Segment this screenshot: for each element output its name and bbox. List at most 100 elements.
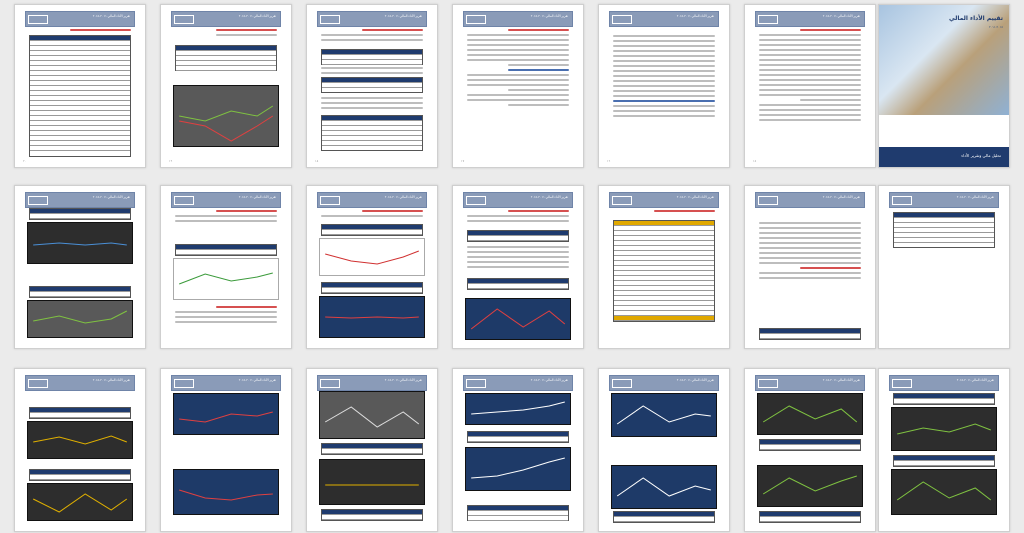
cover-page-thumbnail[interactable]: تقييم الأداء المالي ٢٠١٥-٢٠١١ تحليل مالي…	[878, 4, 1010, 168]
data-table	[321, 282, 423, 294]
document-page-thumbnail[interactable]: تقرير الأداء المالي ٢٠١١-٢٠١٥	[160, 185, 292, 349]
document-page-thumbnail[interactable]: تقرير الأداء المالي ٢٠١١-٢٠١٥	[598, 185, 730, 349]
data-table	[893, 212, 995, 248]
document-page-thumbnail[interactable]: تقرير الأداء المالي ٢٠١١-٢٠١٥	[878, 368, 1010, 532]
page-header: تقرير الأداء المالي ٢٠١١-٢٠١٥	[889, 375, 999, 391]
data-table	[759, 328, 861, 340]
logo-icon	[466, 379, 486, 388]
data-table	[321, 224, 423, 236]
data-table	[29, 35, 131, 157]
document-page-thumbnail[interactable]: تقرير الأداء المالي ٢٠١١-٢٠١٥	[744, 185, 876, 349]
page-header: تقرير الأداء المالي ٢٠١١-٢٠١٥	[25, 11, 135, 27]
page-header: تقرير الأداء المالي ٢٠١١-٢٠١٥	[171, 375, 281, 391]
data-table	[759, 511, 861, 523]
page-header: تقرير الأداء المالي ٢٠١١-٢٠١٥	[755, 375, 865, 391]
logo-icon	[466, 196, 486, 205]
line-chart	[27, 300, 133, 338]
logo-icon	[320, 196, 340, 205]
data-table	[29, 407, 131, 419]
line-chart	[319, 238, 425, 276]
logo-icon	[758, 196, 778, 205]
document-page-thumbnail[interactable]: تقرير الأداء المالي ٢٠١١-٢٠١٥	[878, 185, 1010, 349]
document-page-thumbnail[interactable]: تقرير الأداء المالي ٢٠١١-٢٠١٥	[598, 368, 730, 532]
page-header: تقرير الأداء المالي ٢٠١١-٢٠١٥	[171, 192, 281, 208]
line-chart	[27, 222, 133, 264]
page-header: تقرير الأداء المالي ٢٠١١-٢٠١٥	[609, 11, 719, 27]
document-page-thumbnail[interactable]: تقرير الأداء المالي ٢٠١١-٢٠١٥	[14, 368, 146, 532]
line-chart	[757, 393, 863, 435]
logo-icon	[612, 379, 632, 388]
document-page-thumbnail[interactable]: تقرير الأداء المالي ٢٠١١-٢٠١٥	[306, 185, 438, 349]
page-header: تقرير الأداء المالي ٢٠١١-٢٠١٥	[463, 375, 573, 391]
document-page-thumbnail[interactable]: تقرير الأداء المالي ٢٠١١-٢٠١٥	[306, 368, 438, 532]
line-chart	[611, 393, 717, 437]
page-header: تقرير الأداء المالي ٢٠١١-٢٠١٥	[609, 192, 719, 208]
data-table	[175, 244, 277, 256]
page-header: تقرير الأداء المالي ٢٠١١-٢٠١٥	[171, 11, 281, 27]
data-table	[29, 469, 131, 481]
document-page-thumbnail[interactable]: تقرير الأداء المالي ٢٠١١-٢٠١٥	[452, 368, 584, 532]
page-header: تقرير الأداء المالي ٢٠١١-٢٠١٥	[25, 192, 135, 208]
data-table	[175, 45, 277, 71]
logo-icon	[174, 196, 194, 205]
line-chart	[27, 483, 133, 521]
line-chart	[173, 258, 279, 300]
cover-image	[879, 5, 1009, 115]
document-page-thumbnail[interactable]: تقرير الأداء المالي ٢٠١١-٢٠١٥ ٢٠	[14, 4, 146, 168]
document-page-thumbnail[interactable]: تقرير الأداء المالي ٢٠١١-٢٠١٥ ١٥	[744, 4, 876, 168]
line-chart	[27, 421, 133, 459]
document-page-thumbnail[interactable]: تقرير الأداء المالي ٢٠١١-٢٠١٥ ١٧	[452, 4, 584, 168]
data-table	[467, 278, 569, 290]
document-page-thumbnail[interactable]: تقرير الأداء المالي ٢٠١١-٢٠١٥	[744, 368, 876, 532]
page-header: تقرير الأداء المالي ٢٠١١-٢٠١٥	[889, 192, 999, 208]
data-table	[467, 230, 569, 242]
document-page-thumbnail[interactable]: تقرير الأداء المالي ٢٠١١-٢٠١٥	[452, 185, 584, 349]
data-table	[893, 455, 995, 467]
line-chart	[173, 85, 279, 147]
logo-icon	[892, 379, 912, 388]
logo-icon	[612, 15, 632, 24]
page-header: تقرير الأداء المالي ٢٠١١-٢٠١٥	[755, 192, 865, 208]
data-table	[467, 505, 569, 521]
data-table	[321, 115, 423, 151]
line-chart	[173, 469, 279, 515]
logo-icon	[612, 196, 632, 205]
line-chart	[891, 469, 997, 515]
page-header: تقرير الأداء المالي ٢٠١١-٢٠١٥	[755, 11, 865, 27]
line-chart	[465, 393, 571, 425]
page-header: تقرير الأداء المالي ٢٠١١-٢٠١٥	[463, 11, 573, 27]
logo-icon	[28, 15, 48, 24]
data-table	[467, 431, 569, 443]
data-table	[321, 509, 423, 521]
data-table	[893, 393, 995, 405]
data-table	[29, 208, 131, 220]
document-page-thumbnail[interactable]: تقرير الأداء المالي ٢٠١١-٢٠١٥	[160, 368, 292, 532]
data-table	[321, 77, 423, 93]
page-header: تقرير الأداء المالي ٢٠١١-٢٠١٥	[317, 192, 427, 208]
logo-icon	[466, 15, 486, 24]
logo-icon	[758, 379, 778, 388]
line-chart	[757, 465, 863, 507]
data-table	[759, 439, 861, 451]
data-table	[29, 286, 131, 298]
document-page-thumbnail[interactable]: تقرير الأداء المالي ٢٠١١-٢٠١٥ ١٨	[306, 4, 438, 168]
line-chart	[319, 296, 425, 338]
document-page-thumbnail[interactable]: تقرير الأداء المالي ٢٠١١-٢٠١٥	[14, 185, 146, 349]
line-chart	[611, 465, 717, 509]
data-table	[613, 511, 715, 523]
data-table	[321, 49, 423, 65]
logo-icon	[320, 379, 340, 388]
page-header: تقرير الأداء المالي ٢٠١١-٢٠١٥	[609, 375, 719, 391]
line-chart	[319, 391, 425, 439]
logo-icon	[28, 379, 48, 388]
line-chart	[891, 407, 997, 451]
line-chart	[173, 393, 279, 435]
logo-icon	[758, 15, 778, 24]
document-page-thumbnail[interactable]: تقرير الأداء المالي ٢٠١١-٢٠١٥ ١٦	[598, 4, 730, 168]
line-chart	[465, 447, 571, 491]
document-page-thumbnail[interactable]: تقرير الأداء المالي ٢٠١١-٢٠١٥ ١٩	[160, 4, 292, 168]
line-chart	[319, 459, 425, 505]
logo-icon	[174, 379, 194, 388]
logo-icon	[892, 196, 912, 205]
data-table	[613, 220, 715, 322]
